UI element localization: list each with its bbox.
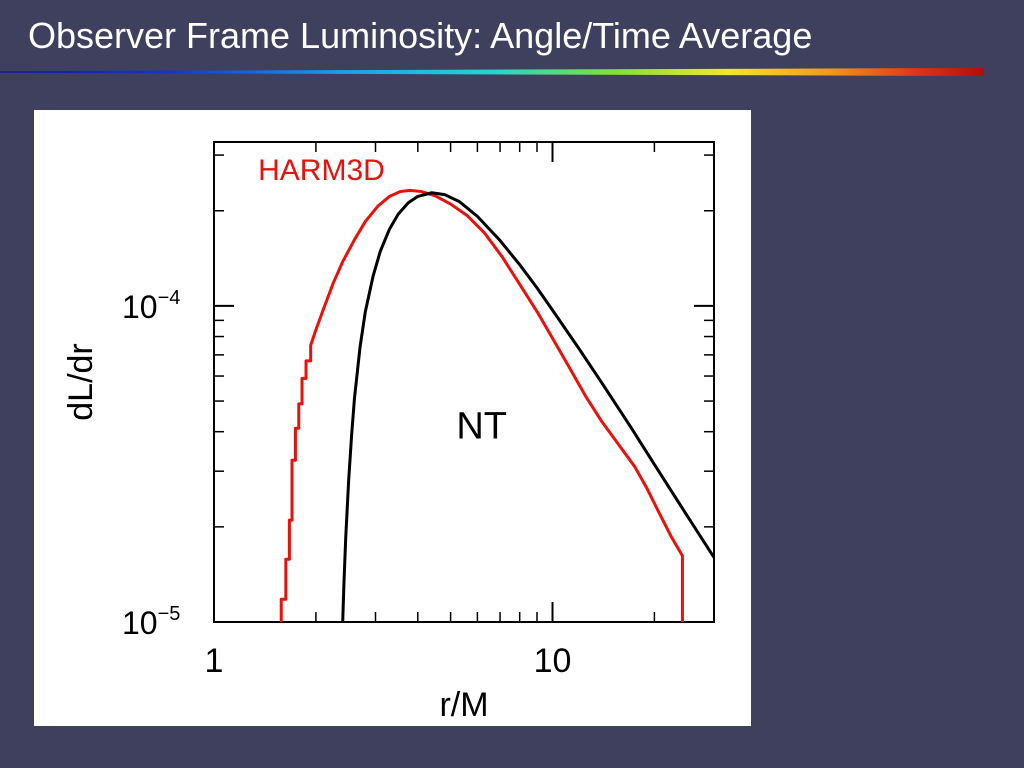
plot-frame — [213, 141, 715, 623]
series-layer — [279, 188, 714, 622]
series-line-harm3d — [279, 188, 684, 622]
x-tick-label: 10 — [534, 642, 572, 680]
minor-ticks — [214, 142, 714, 622]
major-ticks — [213, 142, 714, 623]
annotation-layer: HARM3D NT — [258, 154, 507, 448]
slide-title: Observer Frame Luminosity: Angle/Time Av… — [28, 15, 813, 56]
figure-panel: 1 10 10−5 10−4 HARM3D NT r/M dL/dr — [34, 110, 751, 726]
y-axis-label: dL/dr — [62, 343, 100, 421]
annotation-nt: NT — [456, 406, 507, 448]
y-tick-label: 10−4 — [122, 287, 180, 325]
tick-label-layer: 1 10 10−5 10−4 — [122, 287, 571, 680]
y-tick-label: 10−5 — [122, 603, 180, 641]
luminosity-chart: 1 10 10−5 10−4 HARM3D NT r/M dL/dr — [62, 141, 715, 724]
series-line-nt — [341, 191, 714, 622]
x-axis-label: r/M — [439, 686, 488, 724]
x-tick-label: 1 — [205, 642, 224, 680]
annotation-harm3d: HARM3D — [258, 154, 385, 187]
rainbow-divider — [0, 68, 984, 76]
